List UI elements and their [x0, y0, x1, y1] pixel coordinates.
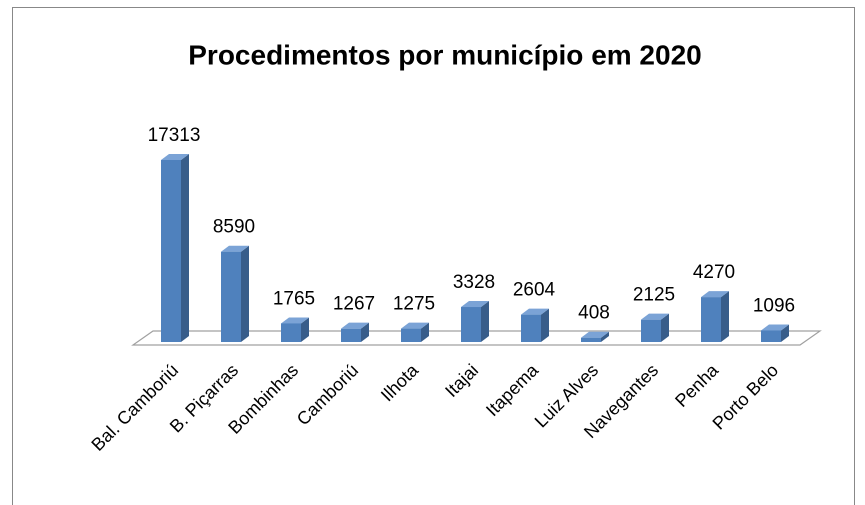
bar-top: [221, 245, 249, 252]
chart-border: [12, 7, 855, 505]
bar-top: [161, 154, 189, 160]
bar-side: [781, 324, 789, 342]
value-label: 3328: [453, 272, 495, 293]
bar: [401, 328, 421, 342]
value-label: 408: [578, 303, 610, 324]
value-label: 17313: [148, 125, 201, 146]
floor: [131, 330, 822, 346]
bar-side: [241, 245, 249, 342]
bar-top: [461, 301, 489, 308]
bar-top: [761, 324, 789, 331]
value-label: 1096: [753, 295, 795, 316]
bar-top: [701, 291, 729, 298]
bar: [581, 337, 601, 342]
bar-side: [541, 308, 549, 342]
value-label: 8590: [213, 217, 255, 238]
bar-side: [481, 301, 489, 342]
bar: [641, 319, 661, 342]
bar: [761, 330, 781, 342]
chart-title: Procedimentos por município em 2020: [188, 39, 701, 70]
bar-side: [601, 331, 609, 342]
value-label: 4270: [693, 262, 735, 283]
bar-side: [421, 322, 429, 342]
bar-top: [401, 322, 429, 329]
bar: [221, 251, 241, 342]
bar-top: [521, 308, 549, 315]
bar-top: [641, 313, 669, 320]
bar-side: [361, 322, 369, 342]
bar: [161, 160, 181, 342]
bar-top: [281, 317, 309, 324]
value-label: 1275: [393, 294, 435, 315]
bar: [461, 307, 481, 342]
bar-top: [581, 331, 609, 338]
bar: [341, 328, 361, 342]
bar: [281, 323, 301, 342]
bar-side: [301, 317, 309, 342]
bar: [701, 297, 721, 342]
bar-side: [661, 313, 669, 342]
value-label: 1267: [333, 294, 375, 315]
bar-side: [721, 291, 729, 342]
bar-side: [181, 154, 189, 342]
value-label: 1765: [273, 288, 315, 309]
value-label: 2604: [513, 280, 556, 301]
bar-top: [341, 322, 369, 329]
value-label: 2125: [633, 285, 675, 306]
bar: [521, 314, 541, 342]
